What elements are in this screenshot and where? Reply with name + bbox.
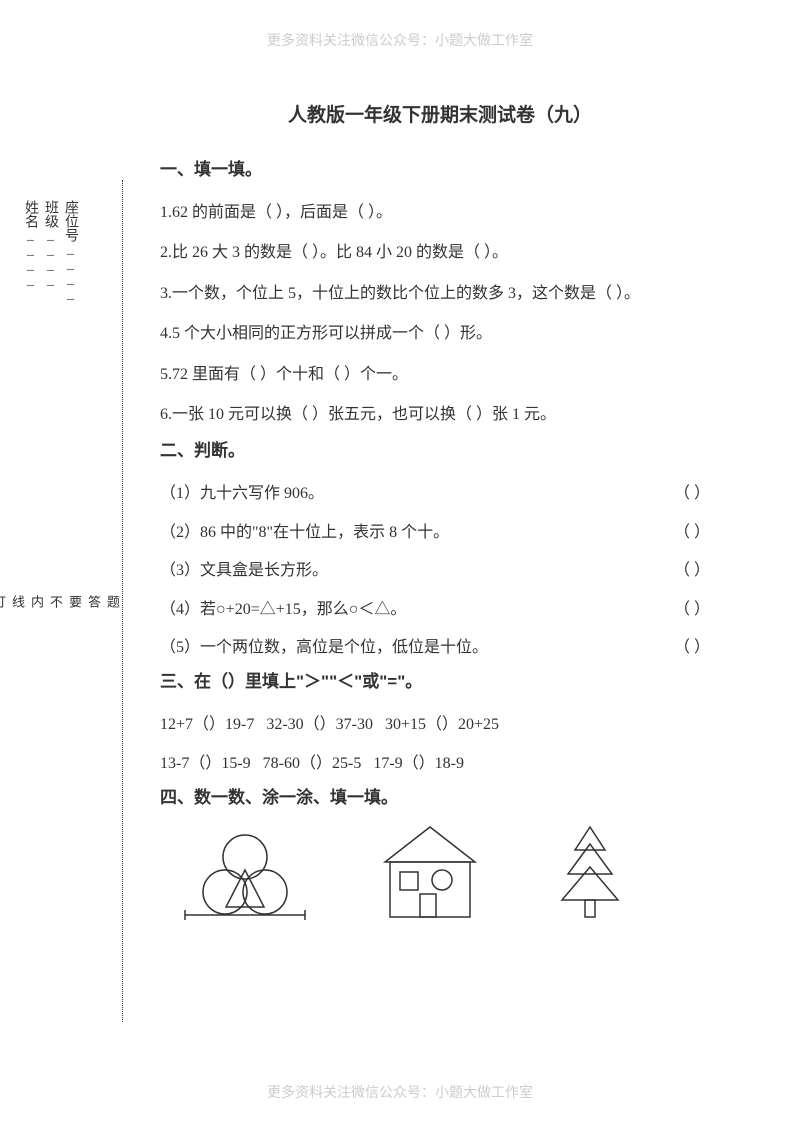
- watermark-bottom: 更多资料关注微信公众号：小题大做工作室: [0, 1082, 800, 1102]
- shape-tree: [550, 822, 630, 922]
- judge-5: （5）一个两位数，高位是个位，低位是十位。 （ ）: [160, 629, 720, 667]
- binding-inner-text: 题 答 要 不 内 线 订 装: [104, 180, 122, 1022]
- shape-house: [370, 822, 490, 922]
- q1-1: 1.62 的前面是（ ），后面是（ ）。: [160, 194, 720, 232]
- q1-5: 5.72 里面有（ ）个十和（ ）个一。: [160, 356, 720, 394]
- shapes-row: [160, 822, 720, 922]
- page-title: 人教版一年级下册期末测试卷（九）: [160, 100, 720, 127]
- judge-4: （4）若○+20=△+15，那么○＜△。 （ ）: [160, 591, 720, 629]
- section1-heading: 一、填一填。: [160, 155, 720, 180]
- q1-3: 3.一个数，个位上 5，十位上的数比个位上的数多 3，这个数是（ ）。: [160, 275, 720, 313]
- section4-heading: 四、数一数、涂一涂、填一填。: [160, 783, 720, 808]
- watermark-top: 更多资料关注微信公众号：小题大做工作室: [0, 30, 800, 50]
- q1-6: 6.一张 10 元可以换（ ）张五元，也可以换（ ）张 1 元。: [160, 396, 720, 434]
- shape-circles: [180, 822, 310, 922]
- judge-3: （3）文具盒是长方形。 （ ）: [160, 552, 720, 590]
- q1-4: 4.5 个大小相同的正方形可以拼成一个（ ）形。: [160, 315, 720, 353]
- compare-row-1: 12+7（）19-7 32-30（）37-30 30+15（）20+25: [160, 706, 720, 744]
- q1-2: 2.比 26 大 3 的数是（ ）。比 84 小 20 的数是（ ）。: [160, 234, 720, 272]
- binding-dotted-line: [122, 180, 123, 1022]
- section2-heading: 二、判断。: [160, 436, 720, 461]
- judge-2: （2）86 中的"8"在十位上，表示 8 个十。 （ ）: [160, 514, 720, 552]
- judge-1: （1）九十六写作 906。 （ ）: [160, 475, 720, 513]
- section3-heading: 三、在（）里填上"＞""＜"或"="。: [160, 667, 720, 692]
- compare-row-2: 13-7（）15-9 78-60（）25-5 17-9（）18-9: [160, 745, 720, 783]
